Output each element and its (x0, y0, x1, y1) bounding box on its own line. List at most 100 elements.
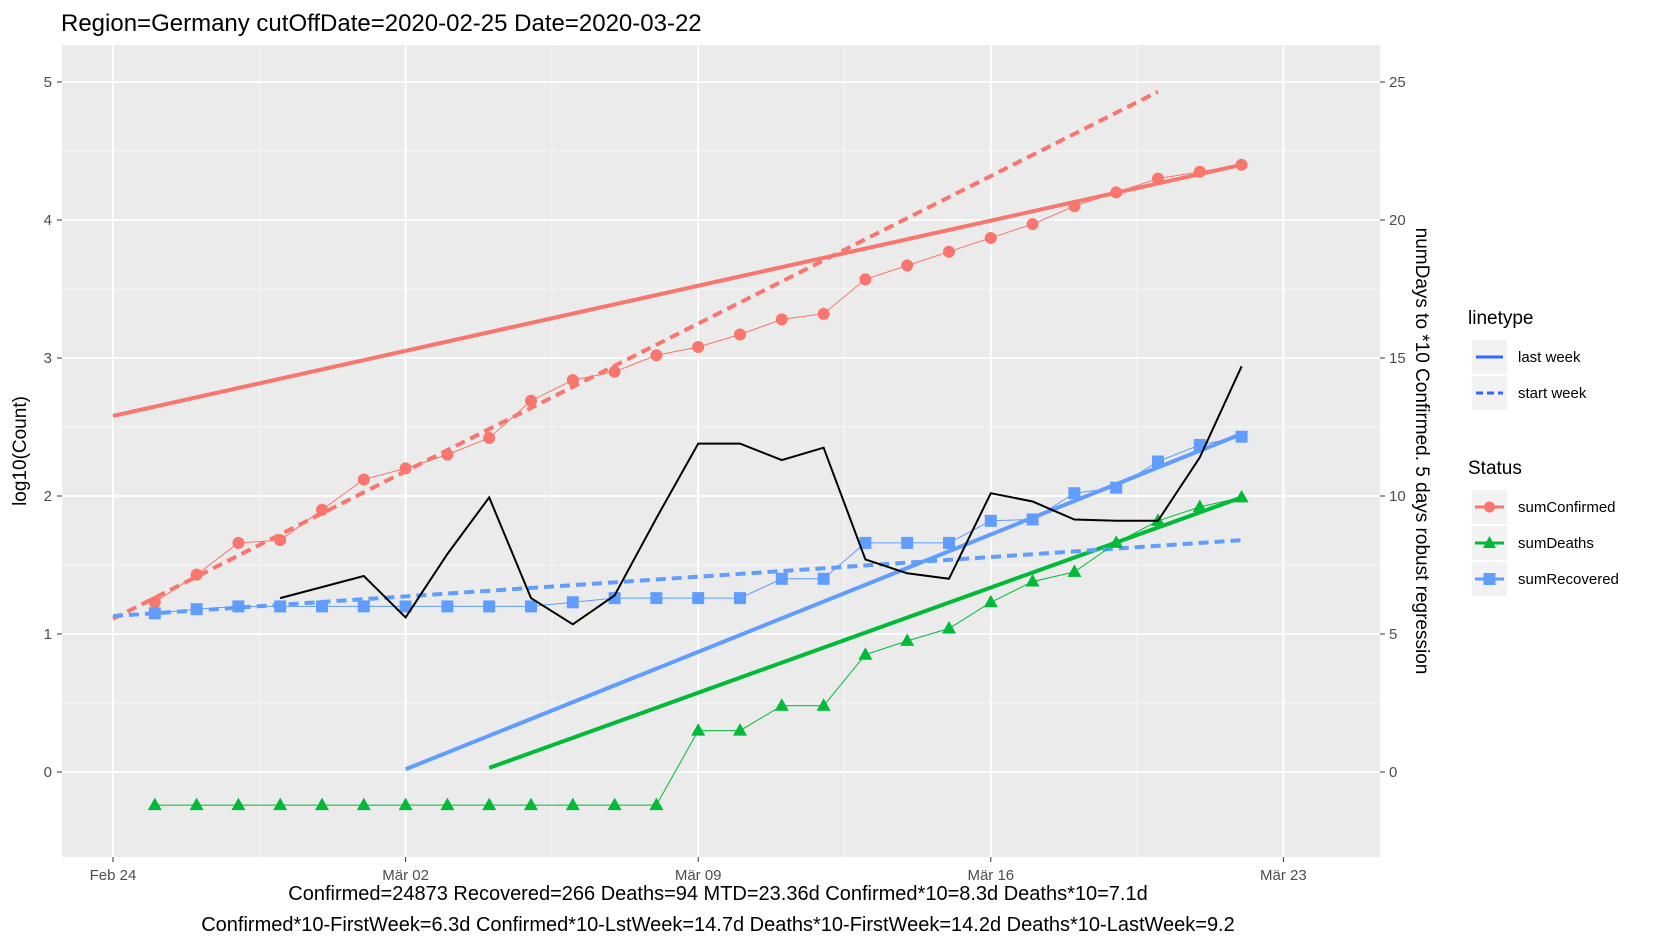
point-sumRecovered (316, 600, 328, 613)
point-sumRecovered (441, 600, 454, 613)
caption-line-2: Confirmed*10-FirstWeek=6.3d Confirmed*10… (201, 914, 1235, 936)
regression-sumConfirmed-last-week (112, 162, 1243, 418)
point-sumRecovered (943, 536, 955, 549)
point-sumConfirmed (441, 448, 454, 461)
right-axis: 0 5 10 15 20 25 (1380, 74, 1406, 781)
y-right-tick-label: 5 (1389, 626, 1397, 643)
point-sumRecovered (148, 607, 161, 620)
legend-title-linetype: linetype (1468, 308, 1534, 329)
point-sumConfirmed (734, 328, 746, 341)
point-sumConfirmed (692, 340, 705, 353)
point-sumConfirmed (357, 473, 370, 486)
point-sumDeaths (774, 698, 789, 711)
point-sumRecovered (608, 592, 621, 605)
legend-label-last-week: last week (1518, 349, 1581, 366)
point-sumConfirmed (775, 313, 788, 326)
point-sumDeaths (691, 723, 706, 736)
point-sumConfirmed (232, 536, 245, 549)
point-sumConfirmed (650, 349, 663, 362)
grid-lines (62, 45, 1380, 857)
point-sumRecovered (190, 603, 203, 616)
point-sumRecovered (650, 592, 663, 605)
point-sumConfirmed (1193, 165, 1206, 178)
point-sumRecovered (1026, 513, 1039, 526)
y-left-tick-label: 3 (44, 350, 52, 367)
point-sumDeaths (1192, 499, 1207, 513)
point-sumConfirmed (1068, 200, 1081, 213)
series-group (147, 158, 1249, 811)
point-sumDeaths (147, 797, 162, 811)
point-sumDeaths (649, 797, 664, 811)
point-sumRecovered (1235, 430, 1248, 443)
point-sumConfirmed (190, 568, 203, 581)
chart-title: Region=Germany cutOffDate=2020-02-25 Dat… (61, 10, 702, 37)
point-sumConfirmed (566, 374, 579, 387)
point-sumDeaths (733, 723, 747, 736)
point-sumDeaths (524, 797, 538, 811)
y-right-tick-label: 20 (1389, 212, 1406, 229)
point-sumDeaths (440, 797, 455, 811)
point-sumConfirmed (274, 534, 287, 547)
point-sumConfirmed (1110, 186, 1123, 199)
point-sumDeaths (858, 647, 873, 660)
point-sumConfirmed (1152, 172, 1164, 185)
x-axis: Feb 24 Mär 02 Mär 09 Mär 16 Mär 23 (90, 857, 1307, 884)
regression-sumConfirmed-start-week (112, 89, 1159, 621)
point-sumDeaths (1067, 564, 1082, 577)
point-sumRecovered (525, 600, 537, 613)
legend-label-recovered: sumRecovered (1518, 571, 1619, 588)
point-sumConfirmed (984, 231, 997, 244)
legend-key-marker-confirmed (1484, 501, 1495, 513)
point-sumConfirmed (483, 432, 496, 445)
point-sumRecovered (1068, 487, 1081, 500)
point-sumConfirmed (608, 365, 621, 378)
y-left-tick-label: 5 (44, 74, 52, 91)
legend: linetype last week start week Status sum… (1468, 308, 1619, 596)
point-sumRecovered (232, 600, 245, 613)
point-sumRecovered (1193, 438, 1206, 451)
point-sumConfirmed (859, 273, 872, 286)
point-sumDeaths (816, 698, 831, 711)
point-sumDeaths (942, 620, 956, 634)
point-sumRecovered (357, 600, 370, 613)
y-left-tick-label: 1 (44, 626, 52, 643)
days-to-x10-line (279, 365, 1243, 626)
legend-key-marker-deaths (1483, 536, 1496, 548)
y-left-tick-label: 4 (44, 212, 52, 229)
point-sumConfirmed (399, 462, 412, 475)
legend-label-confirmed: sumConfirmed (1518, 499, 1616, 516)
point-sumDeaths (231, 797, 246, 811)
point-sumRecovered (775, 572, 788, 585)
y-left-tick-label: 0 (44, 764, 52, 781)
y-right-tick-label: 15 (1389, 350, 1406, 367)
x-tick-label: Mär 09 (675, 867, 722, 884)
legend-title-status: Status (1468, 458, 1522, 479)
point-sumRecovered (817, 572, 830, 585)
point-sumDeaths (1109, 535, 1124, 548)
point-sumRecovered (984, 514, 997, 527)
point-sumRecovered (274, 600, 287, 613)
point-sumDeaths (983, 594, 998, 608)
point-sumDeaths (273, 797, 288, 811)
left-axis: 0 1 2 3 4 5 (44, 74, 62, 781)
y-left-tick-label: 2 (44, 488, 52, 505)
x-tick-label: Mär 02 (382, 867, 429, 884)
point-sumDeaths (900, 633, 915, 646)
y-right-tick-label: 0 (1389, 764, 1397, 781)
point-sumRecovered (901, 536, 914, 549)
point-sumConfirmed (901, 259, 914, 272)
point-sumRecovered (566, 596, 579, 609)
point-sumDeaths (356, 797, 371, 811)
days-to-x10-line (279, 365, 1243, 626)
point-sumConfirmed (943, 245, 955, 258)
x-tick-label: Mär 16 (967, 867, 1014, 884)
y-right-tick-label: 10 (1389, 488, 1406, 505)
legend-label-start-week: start week (1518, 385, 1587, 402)
point-sumDeaths (607, 797, 622, 811)
point-sumRecovered (399, 600, 412, 613)
point-sumConfirmed (817, 307, 830, 320)
y-right-tick-label: 25 (1389, 74, 1406, 91)
caption-line-1: Confirmed=24873 Recovered=266 Deaths=94 … (288, 883, 1147, 905)
point-sumRecovered (859, 536, 872, 549)
